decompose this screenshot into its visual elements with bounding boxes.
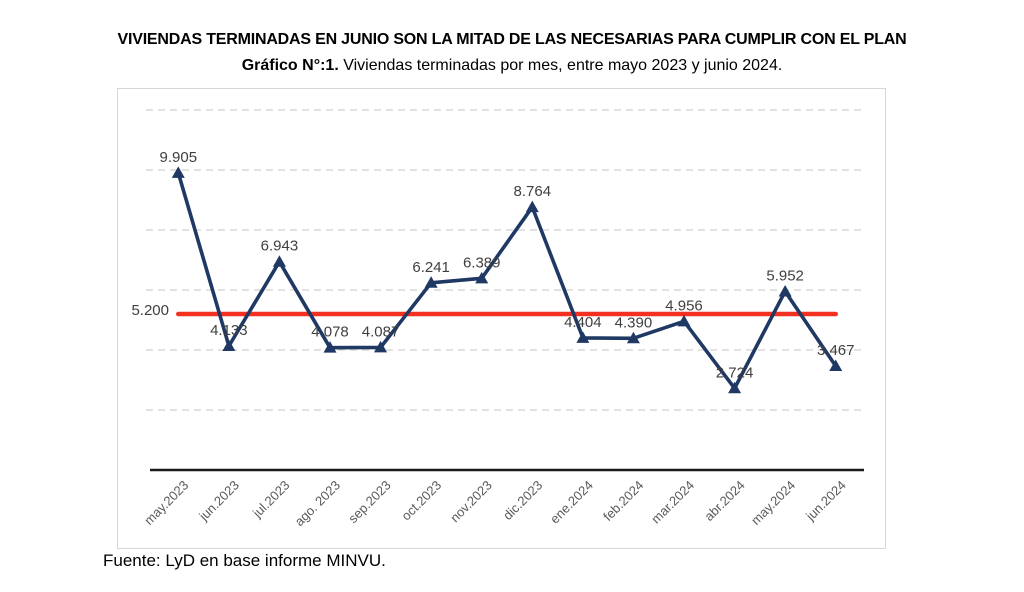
plot-area: 5.200 9.905 4.133 6.943 4.078 4.087 6.241 6.389… — [117, 88, 886, 549]
data-label: 4.133 — [210, 322, 248, 339]
chart-subtitle: Gráfico N°:1. Viviendas terminadas por m… — [0, 57, 1024, 75]
data-label: 8.764 — [514, 183, 552, 200]
data-point-marker — [374, 340, 388, 353]
data-label: 6.241 — [412, 259, 450, 276]
x-axis-label: ago. 2023 — [292, 478, 344, 530]
x-axis-label: abr.2024 — [701, 478, 747, 524]
data-point-marker — [525, 200, 539, 213]
source-note: Fuente: LyD en base informe MINVU. — [103, 551, 386, 570]
data-point-marker — [576, 331, 590, 343]
data-label: 4.390 — [615, 314, 653, 331]
x-axis-label: feb.2024 — [600, 478, 646, 524]
chart-subtitle-text: Viviendas terminadas por mes, entre mayo… — [338, 57, 783, 74]
x-axis-label: dic.2023 — [500, 478, 545, 523]
data-label: 6.389 — [463, 254, 501, 271]
data-point-marker — [171, 166, 185, 178]
data-label: 5.952 — [766, 267, 804, 284]
x-axis-label: oct.2023 — [398, 478, 444, 524]
x-axis-label: sep.2023 — [345, 478, 393, 526]
data-point-marker — [677, 314, 691, 327]
x-axis-label: ene.2024 — [547, 478, 596, 527]
data-point-marker — [222, 339, 236, 352]
chart-svg: 5.200 9.905 4.133 6.943 4.078 4.087 6.241 6.389… — [131, 109, 864, 530]
data-point-marker — [728, 381, 742, 394]
x-axis-label: jun.2024 — [802, 478, 849, 525]
x-axis-label: nov.2023 — [447, 478, 495, 526]
reference-line-label: 5.200 — [131, 302, 169, 319]
data-label: 4.956 — [665, 297, 703, 314]
x-axis-label: may.2023 — [141, 478, 191, 528]
data-label: 4.404 — [564, 314, 602, 331]
data-label: 3.467 — [817, 342, 855, 359]
x-axis-label: may.2024 — [748, 478, 798, 528]
data-point-marker — [475, 271, 489, 284]
data-label: 9.905 — [160, 149, 198, 166]
data-point-marker — [626, 331, 640, 344]
data-label: 4.078 — [311, 324, 349, 341]
data-point-marker — [272, 255, 286, 267]
data-point-marker — [323, 341, 337, 353]
x-axis-label: mar.2024 — [648, 478, 697, 527]
series-line — [176, 172, 838, 391]
x-axis-label: jul.2023 — [249, 478, 293, 522]
data-label: 6.943 — [261, 238, 299, 255]
data-point-marker — [778, 284, 792, 297]
chart-subtitle-number: Gráfico N°:1. — [241, 57, 339, 74]
data-point-marker — [424, 276, 438, 288]
x-axis-label: jun.2023 — [195, 478, 242, 525]
data-label: 4.087 — [362, 323, 400, 340]
chart-title: VIVIENDAS TERMINADAS EN JUNIO SON LA MIT… — [117, 31, 907, 48]
data-point-marker — [829, 359, 843, 371]
data-label: 2.724 — [716, 364, 754, 381]
